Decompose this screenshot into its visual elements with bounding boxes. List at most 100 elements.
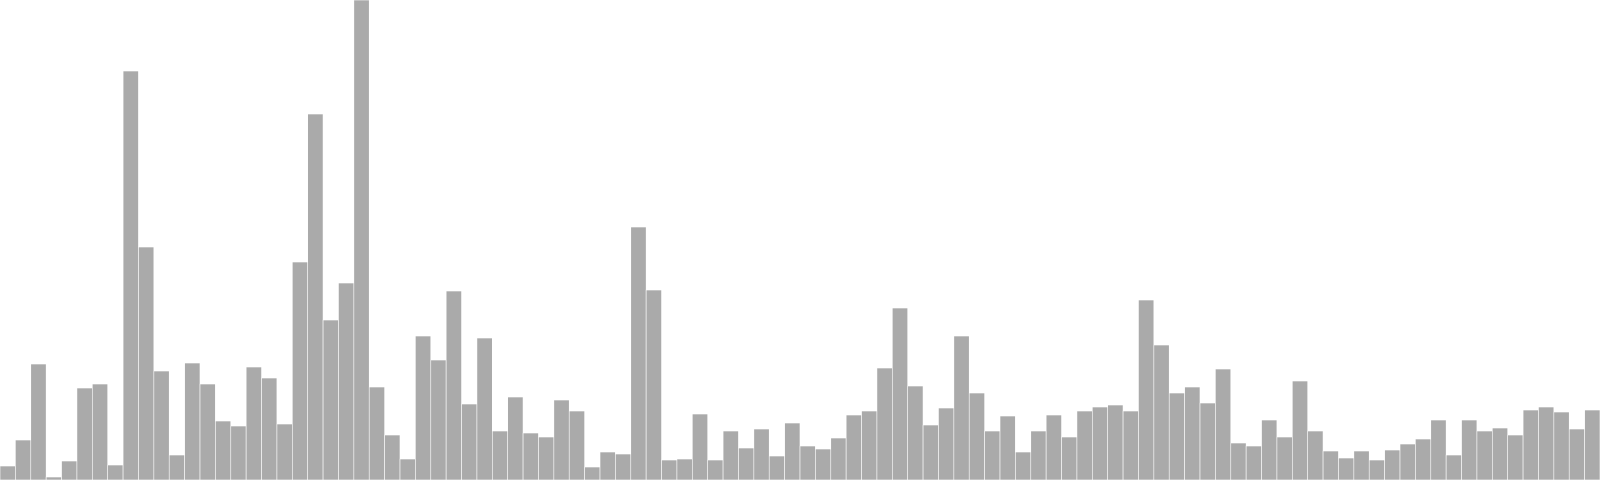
bar-15 [215, 420, 232, 480]
bar-35 [522, 432, 539, 480]
bar-75 [1138, 299, 1155, 480]
bar-90 [1368, 459, 1385, 480]
bar-103 [1568, 428, 1585, 480]
bar-46 [692, 413, 708, 480]
bar-18 [261, 377, 278, 480]
bar-95 [1445, 454, 1462, 480]
bar-85 [1292, 380, 1308, 480]
bar-93 [1415, 438, 1432, 480]
bar-40 [599, 451, 616, 480]
bar-47 [707, 459, 724, 480]
bar-10 [138, 246, 155, 480]
bar-61 [922, 424, 939, 480]
bar-28 [415, 335, 432, 480]
bar-69 [1045, 414, 1062, 480]
bar-3 [30, 363, 47, 480]
bar-64 [968, 392, 985, 480]
bar-50 [753, 428, 770, 480]
bar-48 [722, 430, 739, 480]
bar-83 [1261, 419, 1278, 480]
bar-80 [1215, 368, 1232, 480]
bar-79 [1199, 402, 1216, 480]
bar-37 [553, 399, 570, 480]
bar-99 [1507, 434, 1524, 480]
bar-91 [1384, 449, 1401, 480]
bar-96 [1461, 419, 1478, 480]
bar-92 [1399, 443, 1416, 480]
bar-57 [861, 410, 878, 480]
bar-71 [1076, 410, 1093, 480]
bar-27 [399, 458, 416, 480]
bar-94 [1430, 419, 1447, 480]
bar-60 [907, 385, 924, 480]
bar-24 [353, 0, 370, 480]
bar-88 [1338, 457, 1355, 480]
bar-76 [1153, 344, 1170, 480]
bar-84 [1276, 436, 1293, 480]
bar-98 [1492, 427, 1508, 480]
bar-23 [338, 282, 355, 480]
bar-52 [784, 422, 801, 480]
bar-78 [1184, 386, 1201, 480]
bar-42 [630, 226, 647, 480]
bar-55 [830, 437, 847, 480]
bar-72 [1092, 406, 1108, 480]
bar-34 [507, 396, 524, 480]
bar-33 [492, 430, 508, 480]
bar-56 [845, 414, 862, 480]
bar-49 [738, 447, 755, 480]
bar-81 [1230, 442, 1247, 480]
bar-45 [676, 458, 693, 480]
bar-62 [938, 407, 955, 480]
bar-13 [184, 362, 201, 480]
bar-36 [538, 436, 555, 480]
bar-29 [430, 359, 447, 480]
bar-12 [168, 454, 185, 480]
bar-7 [92, 383, 108, 480]
bar-43 [645, 289, 662, 480]
bar-101 [1538, 406, 1555, 480]
bar-20 [292, 261, 308, 480]
bar-59 [892, 307, 908, 480]
bar-66 [999, 415, 1016, 480]
bar-9 [122, 70, 139, 480]
bar-67 [1015, 451, 1032, 480]
bar-97 [1476, 430, 1493, 480]
bar-102 [1553, 411, 1570, 480]
bar-26 [384, 434, 401, 480]
bar-16 [230, 425, 247, 480]
bar-21 [307, 113, 324, 480]
bar-30 [445, 290, 462, 480]
bar-38 [568, 410, 585, 480]
bar-86 [1307, 430, 1324, 480]
bar-73 [1107, 404, 1124, 480]
bar-19 [276, 423, 293, 480]
bar-53 [799, 445, 816, 480]
bar-14 [199, 383, 216, 480]
bar-8 [107, 464, 124, 480]
bar-2 [15, 439, 32, 480]
bar-22 [322, 319, 339, 480]
bar-77 [1168, 392, 1185, 480]
bar-70 [1061, 436, 1078, 480]
bar-6 [76, 387, 93, 480]
bar-31 [461, 403, 478, 480]
bar-89 [1353, 450, 1370, 480]
bar-68 [1030, 430, 1047, 480]
bar-82 [1245, 445, 1262, 480]
bar-54 [815, 448, 832, 480]
bar-39 [584, 466, 601, 480]
bar-87 [1322, 450, 1339, 480]
bar-1 [0, 465, 16, 480]
bar-100 [1522, 409, 1539, 480]
bar-51 [768, 455, 785, 480]
bar-65 [984, 430, 1001, 480]
bar-41 [615, 453, 632, 480]
bar-25 [368, 386, 385, 480]
bar-104 [1584, 409, 1600, 480]
bar-32 [476, 337, 493, 480]
bar-11 [153, 370, 170, 480]
bar-58 [876, 367, 893, 480]
